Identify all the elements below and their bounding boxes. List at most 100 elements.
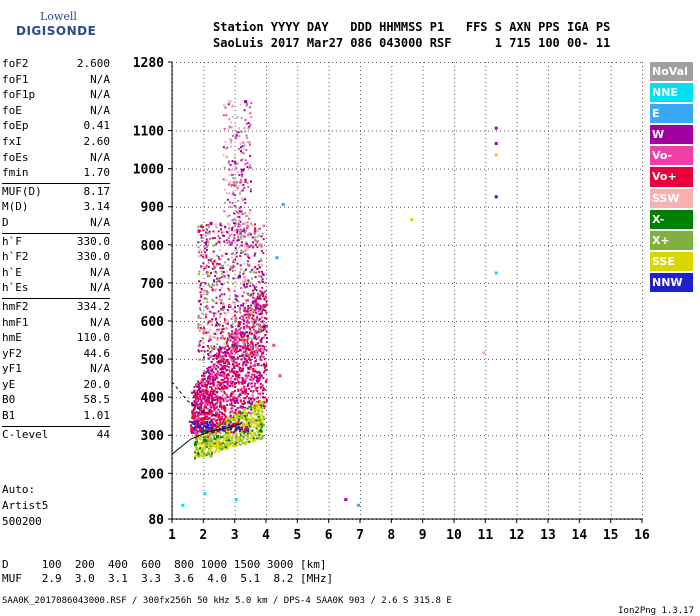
grid-dot <box>216 207 217 208</box>
grid-dot <box>642 470 643 471</box>
grid-dot <box>517 266 518 267</box>
grid-dot <box>372 169 373 170</box>
grid-dot <box>203 458 204 459</box>
grid-dot <box>464 62 465 63</box>
grid-dot <box>642 322 643 323</box>
grid-dot <box>297 318 298 319</box>
grid-dot <box>616 169 617 170</box>
echo-dot <box>242 280 244 282</box>
echo-dot <box>217 396 219 398</box>
grid-dot <box>472 397 473 398</box>
grid-dot <box>642 438 643 439</box>
grid-dot <box>203 302 204 303</box>
grid-dot <box>611 122 612 123</box>
grid-dot <box>454 154 455 155</box>
grid-dot <box>272 283 273 284</box>
grid-dot <box>480 397 481 398</box>
grid-dot <box>500 435 501 436</box>
grid-dot <box>316 169 317 170</box>
grid-dot <box>340 131 341 132</box>
grid-dot <box>423 242 424 243</box>
grid-dot <box>392 359 393 360</box>
grid-dot <box>180 169 181 170</box>
grid-dot <box>391 318 392 319</box>
echo-dot <box>237 354 239 356</box>
grid-dot <box>329 238 330 239</box>
echo-dot <box>225 387 227 389</box>
grid-dot <box>235 74 236 75</box>
grid-dot <box>391 462 392 463</box>
grid-dot <box>608 321 609 322</box>
grid-dot <box>485 346 486 347</box>
grid-dot <box>384 207 385 208</box>
echo-dot <box>254 223 256 225</box>
grid-dot <box>454 394 455 395</box>
grid-dot <box>297 490 298 491</box>
grid-dot <box>288 359 289 360</box>
grid-dot <box>391 358 392 359</box>
grid-dot <box>423 398 424 399</box>
grid-dot <box>360 126 361 127</box>
echo-dot <box>235 412 237 414</box>
grid-dot <box>423 306 424 307</box>
grid-dot <box>200 245 201 246</box>
echo-dot <box>244 346 246 348</box>
grid-dot <box>235 462 236 463</box>
grid-dot <box>423 298 424 299</box>
echo-dot <box>207 345 209 347</box>
echo-dot <box>193 395 195 397</box>
echo-dot <box>211 402 213 404</box>
grid-dot <box>492 473 493 474</box>
grid-dot <box>642 418 643 419</box>
grid-dot <box>611 306 612 307</box>
grid-dot <box>579 482 580 483</box>
grid-dot <box>579 142 580 143</box>
grid-dot <box>642 90 643 91</box>
echo-dot <box>224 409 226 411</box>
grid-dot <box>268 473 269 474</box>
grid-dot <box>560 245 561 246</box>
grid-dot <box>391 386 392 387</box>
echo-dot <box>192 414 194 416</box>
grid-dot <box>266 238 267 239</box>
grid-dot <box>423 118 424 119</box>
grid-dot <box>548 386 549 387</box>
grid-dot <box>485 302 486 303</box>
grid-dot <box>608 207 609 208</box>
echo-dot <box>208 347 210 349</box>
echo-dot <box>257 342 259 344</box>
grid-dot <box>454 186 455 187</box>
grid-dot <box>360 422 361 423</box>
grid-dot <box>508 283 509 284</box>
grid-dot <box>329 230 330 231</box>
grid-dot <box>204 131 205 132</box>
grid-dot <box>548 402 549 403</box>
echo-dot <box>261 260 263 262</box>
grid-dot <box>235 66 236 67</box>
grid-dot <box>266 170 267 171</box>
grid-dot <box>360 290 361 291</box>
grid-dot <box>340 321 341 322</box>
grid-dot <box>360 169 361 170</box>
grid-dot <box>264 207 265 208</box>
grid-dot <box>391 146 392 147</box>
grid-dot <box>579 470 580 471</box>
grid-dot <box>216 169 217 170</box>
grid-dot <box>624 283 625 284</box>
grid-dot <box>329 274 330 275</box>
grid-dot <box>517 166 518 167</box>
grid-dot <box>611 322 612 323</box>
echo-dot <box>204 251 206 253</box>
grid-dot <box>611 222 612 223</box>
echo-dot <box>235 409 237 411</box>
grid-dot <box>448 321 449 322</box>
grid-dot <box>454 182 455 183</box>
grid-dot <box>423 358 424 359</box>
grid-dot <box>642 458 643 459</box>
grid-dot <box>360 342 361 343</box>
grid-dot <box>444 283 445 284</box>
grid-dot <box>391 118 392 119</box>
grid-dot <box>548 338 549 339</box>
grid-dot <box>642 478 643 479</box>
grid-dot <box>579 270 580 271</box>
